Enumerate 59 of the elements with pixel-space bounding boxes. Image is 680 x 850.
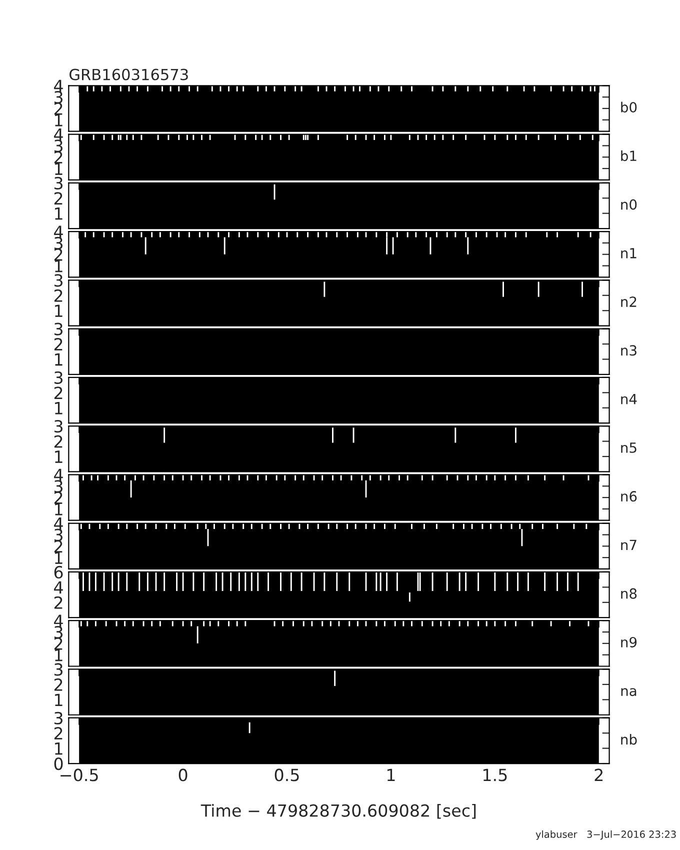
y-tick-label: 1	[55, 649, 62, 662]
y-axis-title: n5	[621, 442, 636, 453]
x-axis-title: Time − 479828730.609082 [sec]	[200, 804, 476, 819]
y-axis-title: b1	[621, 150, 636, 162]
y-axis-title: n4	[621, 394, 637, 404]
y-axis-title: b0	[621, 102, 637, 112]
y-axis-title: n0	[621, 199, 637, 210]
y-tick-label: 2	[54, 386, 62, 399]
y-tick-label: 2	[54, 678, 62, 691]
x-tick-label: 1	[387, 768, 395, 782]
x-tick-label: 1.5	[484, 768, 507, 782]
y-tick-label: 2	[54, 727, 62, 740]
y-axis-title: n8	[621, 588, 637, 599]
y-tick-label: 2	[54, 435, 62, 448]
y-tick-label: 1	[55, 742, 62, 755]
y-tick-label: 2	[54, 596, 62, 609]
y-tick-label: 3	[54, 176, 62, 190]
y-axis-title: n6	[621, 491, 637, 502]
y-tick-label: 3	[54, 420, 62, 433]
y-tick-label: 4	[54, 226, 63, 238]
x-tick-label: 0.5	[274, 768, 299, 782]
y-axis-title: n2	[621, 296, 636, 307]
y-tick-label: 3	[54, 712, 62, 724]
y-axis-title: na	[621, 688, 636, 696]
y-tick-label: 1	[55, 114, 62, 126]
y-tick-label: 4	[54, 614, 63, 627]
y-tick-label: 6	[54, 566, 63, 579]
y-tick-label: 3	[54, 371, 62, 384]
y-tick-label: 1	[55, 260, 62, 272]
y-axis-title: n7	[621, 540, 636, 550]
y-tick-label: 2	[54, 192, 62, 204]
y-tick-label: 2	[54, 289, 62, 302]
text: ylabuser 3−Jul−2016 23:23	[536, 830, 676, 840]
y-tick-label: 2	[54, 338, 62, 350]
y-axis-title: n1	[621, 248, 636, 258]
y-axis-title: nb	[621, 734, 637, 745]
y-tick-label: 1	[55, 208, 62, 220]
y-tick-label: 3	[54, 274, 62, 287]
y-tick-label: 1	[55, 694, 62, 706]
y-tick-label: 4	[54, 581, 63, 594]
x-tick-label: −0.5	[60, 768, 98, 782]
y-axis-title: n3	[621, 345, 636, 356]
y-tick-label: 1	[55, 450, 62, 463]
y-tick-label: 4	[54, 468, 63, 482]
y-tick-label: 3	[54, 322, 62, 336]
y-tick-label: 4	[54, 80, 63, 92]
y-tick-label: 4	[54, 518, 63, 530]
x-tick-label: 0	[178, 768, 188, 782]
x-tick-label: 2	[594, 768, 603, 782]
y-tick-label: 1	[55, 402, 62, 414]
y-tick-label: 1	[55, 503, 62, 516]
y-tick-label: 1	[55, 304, 62, 317]
chart-title: GRB160316573	[70, 68, 188, 80]
y-tick-label: 1	[55, 353, 62, 366]
y-tick-label: 3	[54, 663, 62, 676]
y-tick-label: 4	[54, 128, 63, 141]
y-tick-label: 1	[55, 162, 62, 175]
y-tick-label: 0	[54, 757, 63, 770]
y-axis-title: n9	[621, 636, 637, 648]
